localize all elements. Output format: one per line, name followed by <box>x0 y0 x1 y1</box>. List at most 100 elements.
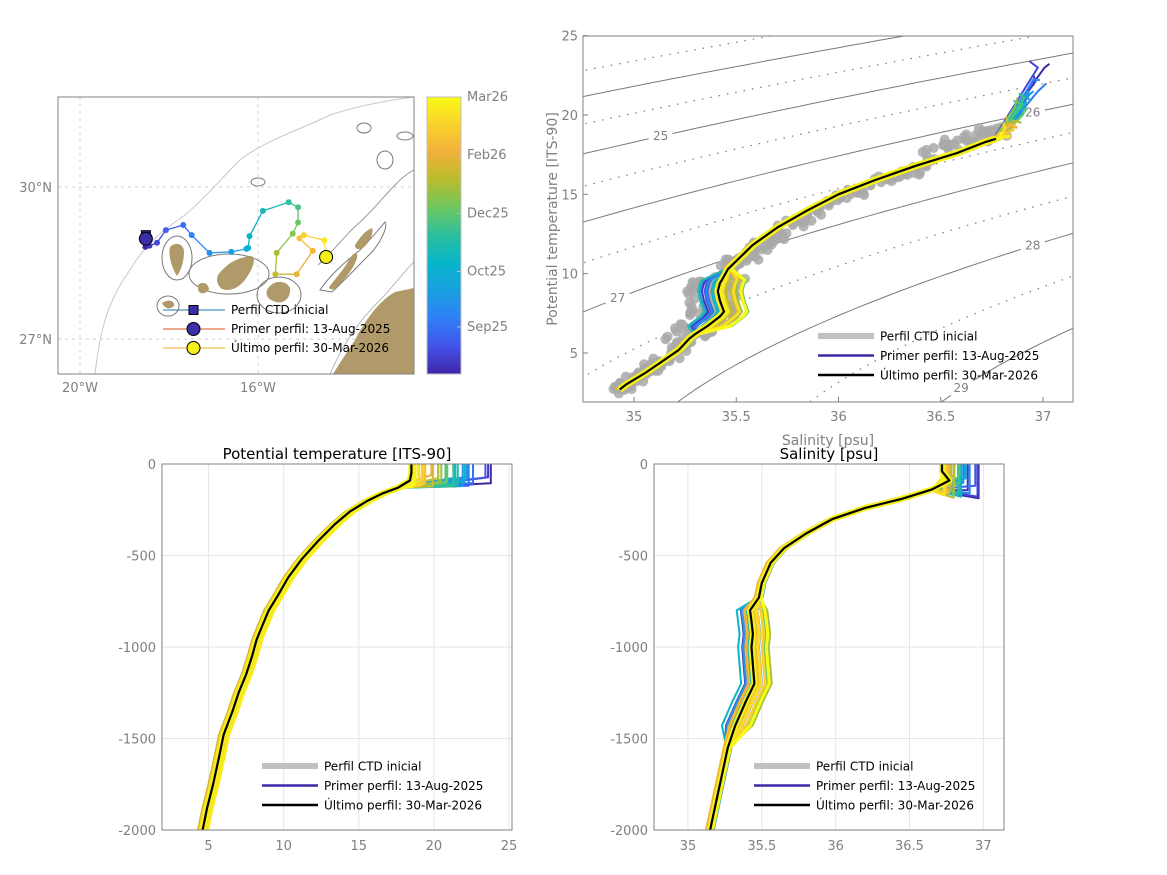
colorbar-tick-oct25: Oct25 <box>467 265 506 280</box>
profile-position-dot <box>272 271 279 278</box>
map-legend-label: Último perfil: 30-Mar-2026 <box>231 340 389 355</box>
isopycnal-23.5 <box>583 36 775 72</box>
map-bathymetry <box>94 97 414 374</box>
map-panel: 20°W 16°W 30°N 27°N Perfil CTD inicial Prime… <box>19 90 508 396</box>
ctd-point <box>781 228 792 239</box>
ytick-label: -2000 <box>610 824 648 839</box>
colorbar-tick-mar26: Mar26 <box>467 90 508 105</box>
profile-position-dot <box>289 230 296 237</box>
temp-profiles <box>197 464 492 830</box>
seamount-contour <box>250 177 266 187</box>
xtick-label: 35.5 <box>747 839 776 854</box>
seamount-contour <box>376 150 394 170</box>
xtick-label: 5 <box>204 839 212 854</box>
isopycnal-25.5 <box>583 77 1073 187</box>
isopycnal-label-bg <box>1020 236 1045 253</box>
trajectory-segment <box>298 237 314 252</box>
ctd-point <box>986 126 997 137</box>
isopycnal-24.0 <box>583 36 907 98</box>
ts-ylabel: Potential temperature [ITS-90] <box>545 112 561 326</box>
ts-xtick-label: 37 <box>1035 410 1052 425</box>
isopycnal-label-29: 29 <box>954 381 969 395</box>
sal-tick-labels: 35 35.5 36 36.5 37 0 -500 -1000 -1500 -2000 <box>610 458 991 854</box>
temperature-panel: 5 10 15 20 25 0 -500 -1000 -1500 -2000 Potential … <box>118 445 517 854</box>
ts-ytick-label: 25 <box>561 30 578 45</box>
ytick-label: -500 <box>126 550 156 565</box>
xtick-label: 20 <box>426 839 443 854</box>
trajectory-segment <box>209 251 232 254</box>
profile-position-dot <box>245 244 252 251</box>
trajectory-segment <box>303 234 325 241</box>
ctd-point <box>685 310 696 321</box>
profile-position-dot <box>300 232 307 239</box>
ts-ytick-label: 5 <box>570 347 578 362</box>
temp-tick-labels: 5 10 15 20 25 0 -500 -1000 -1500 -2000 <box>118 458 517 854</box>
bathy-contour-ridge <box>317 169 414 266</box>
isopycnal-label-bg <box>605 289 630 306</box>
isopycnal-label-27: 27 <box>610 291 625 305</box>
isopycnal-28.0 <box>676 232 1073 402</box>
map-xtick-label: 20°W <box>62 381 98 396</box>
map-legend-circle-marker <box>186 322 201 336</box>
isopycnal-label-bg <box>648 127 673 144</box>
isopycnal-label-28: 28 <box>1025 239 1040 253</box>
last-profile-line <box>201 464 413 830</box>
ts-profiles <box>614 60 1051 393</box>
map-ytick-label: 27°N <box>19 333 52 348</box>
island-fuerteventura <box>329 253 358 290</box>
isopycnal-25.0 <box>583 52 1073 155</box>
ts-ytick-label: 15 <box>561 188 578 203</box>
africa-coast <box>333 288 414 374</box>
island-contour <box>188 253 270 295</box>
profile-position-dot <box>321 237 328 244</box>
temp-title: Potential temperature [ITS-90] <box>223 445 452 463</box>
ts-legend-label: Último perfil: 30-Mar-2026 <box>880 368 1038 383</box>
colorbar-tick-feb26: Feb26 <box>467 148 507 163</box>
ytick-label: -2000 <box>118 824 156 839</box>
map-axes-frame <box>57 96 415 375</box>
isopycnal-27.0 <box>583 162 1073 313</box>
ytick-label: 0 <box>640 458 648 473</box>
xtick-label: 15 <box>351 839 368 854</box>
isopycnal-label-bg <box>949 379 974 396</box>
island-la-palma <box>169 243 184 276</box>
island-contour <box>161 235 193 281</box>
ctd-point <box>674 353 685 364</box>
profile-position-dot <box>285 199 292 206</box>
trajectory-segment <box>274 252 278 275</box>
map-ytick-label: 30°N <box>19 181 52 196</box>
sal-legend-label: Último perfil: 30-Mar-2026 <box>816 798 974 813</box>
profile-position-dot <box>162 227 169 234</box>
isopycnal-29.0 <box>940 327 1073 402</box>
map-legend-label: Perfil CTD inicial <box>231 303 329 317</box>
salinity-panel: 35 35.5 36 36.5 37 0 -500 -1000 -1500 -2000 Salin… <box>610 445 1005 854</box>
map-tick-labels: 20°W 16°W 30°N 27°N <box>19 181 276 396</box>
ytick-label: -1000 <box>610 641 648 656</box>
ts-last-profile-line <box>619 137 997 391</box>
colorbar <box>426 96 462 375</box>
profile-position-dot <box>206 249 213 256</box>
sal-legend-label: Perfil CTD inicial <box>816 760 914 774</box>
last-profile-line <box>709 464 951 830</box>
ts-xtick-label: 36.5 <box>926 410 955 425</box>
ytick-label: 0 <box>148 458 156 473</box>
profile-position-dot <box>228 248 235 255</box>
profile-position-dot <box>309 247 316 254</box>
ctd-point <box>753 254 764 265</box>
temp-legend-label: Último perfil: 30-Mar-2026 <box>324 798 482 813</box>
island-contour <box>156 295 180 317</box>
ts-xtick-label: 36 <box>830 410 847 425</box>
ctd-point <box>660 334 671 345</box>
ctd-point <box>682 286 693 297</box>
seamount-contour <box>396 131 414 141</box>
island-lanzarote <box>355 228 373 250</box>
isopycnal-label-26: 26 <box>1025 106 1040 120</box>
island-la-gomera <box>198 282 209 294</box>
xtick-label: 36.5 <box>895 839 924 854</box>
profile-position-dot <box>180 222 187 229</box>
sal-axes-frame <box>653 463 1005 831</box>
bathy-contour-offshore <box>94 97 414 374</box>
profile-position-dot <box>293 271 300 278</box>
temp-legend-label: Primer perfil: 13-Aug-2025 <box>324 779 483 793</box>
